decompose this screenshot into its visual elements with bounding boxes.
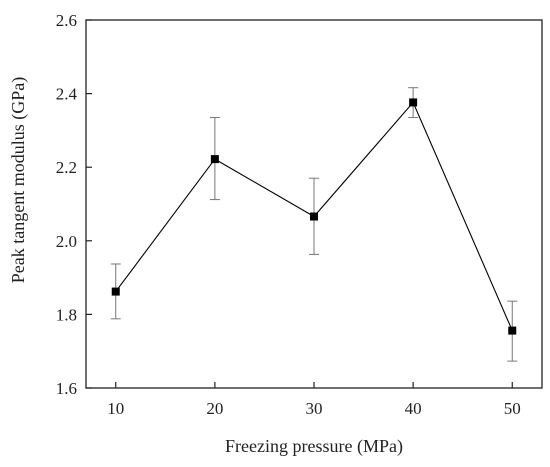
data-point-marker [310,212,318,221]
x-tick-label: 50 [504,399,521,418]
y-tick-label: 2.4 [56,85,78,104]
y-tick-label: 1.8 [56,305,77,324]
data-point-marker [409,98,418,107]
x-tick-label: 20 [206,399,223,418]
x-axis-title: Freezing pressure (MPa) [225,436,403,457]
y-tick-label: 2.2 [56,158,77,177]
y-tick-label: 1.6 [56,379,77,398]
data-point-marker [111,287,120,296]
x-tick-label: 30 [306,399,323,418]
x-tick-label: 10 [107,399,124,418]
y-axis-title: Peak tangent modulus (GPa) [8,77,29,283]
x-tick-label: 40 [405,399,422,418]
data-point-marker [508,326,517,335]
y-tick-label: 2.0 [56,232,77,251]
data-point-marker [210,155,219,164]
y-tick-label: 2.6 [56,11,77,30]
